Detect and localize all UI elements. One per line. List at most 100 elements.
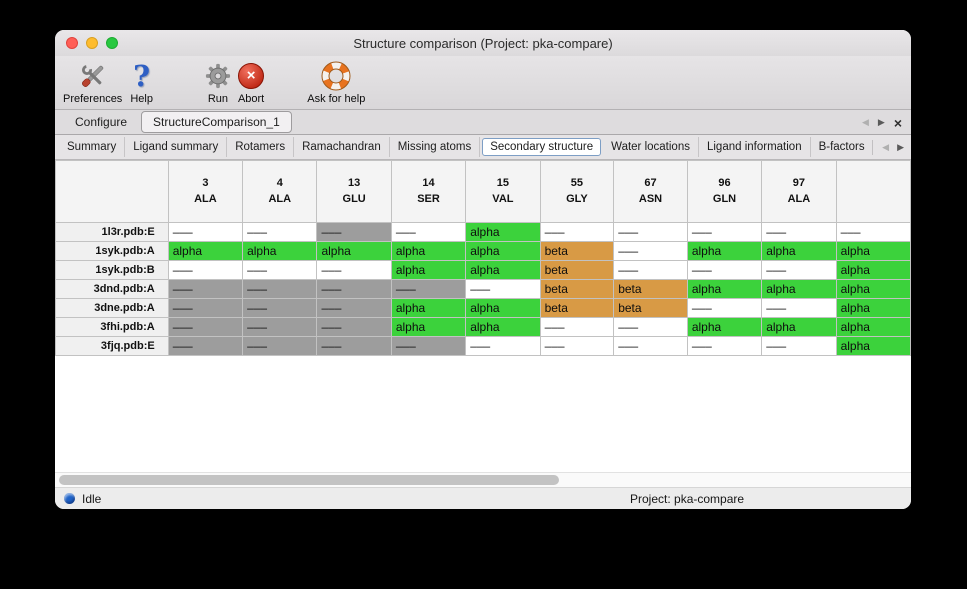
ss-cell-none[interactable]: –––	[686, 222, 763, 242]
ss-cell-none[interactable]: –––	[539, 336, 615, 356]
close-window-button[interactable]	[66, 37, 78, 49]
ss-cell-none[interactable]: –––	[539, 222, 615, 242]
ss-cell-alpha[interactable]: alpha	[390, 260, 467, 280]
ss-cell-alpha[interactable]: alpha	[761, 279, 837, 299]
row-label[interactable]: 3fjq.pdb:E	[55, 336, 169, 356]
help-button[interactable]: ? Help	[130, 59, 153, 106]
ss-cell-alpha[interactable]: alpha	[686, 279, 763, 299]
ss-cell-none[interactable]: –––	[390, 222, 467, 242]
subtab-scroll-right-icon[interactable]: ▶	[897, 142, 904, 152]
abort-button[interactable]: × Abort	[238, 59, 264, 105]
tab-configure[interactable]: Configure	[75, 115, 128, 129]
ss-cell-gray[interactable]: –––	[242, 279, 318, 299]
ss-cell-beta[interactable]: beta	[539, 260, 615, 280]
scrollbar-thumb[interactable]	[59, 475, 559, 485]
ss-cell-none[interactable]: –––	[613, 260, 688, 280]
ss-cell-beta[interactable]: beta	[539, 298, 615, 318]
row-label[interactable]: 1l3r.pdb:E	[55, 222, 169, 242]
ss-cell-gray[interactable]: –––	[242, 298, 318, 318]
ss-cell-none[interactable]: –––	[167, 260, 244, 280]
run-button[interactable]: Run	[205, 59, 231, 105]
ss-cell-alpha[interactable]: alpha	[167, 241, 244, 261]
ss-cell-alpha[interactable]: alpha	[835, 260, 911, 280]
ss-cell-alpha[interactable]: alpha	[390, 241, 467, 261]
ss-cell-alpha[interactable]: alpha	[835, 241, 911, 261]
ss-cell-none[interactable]: –––	[686, 260, 763, 280]
ss-cell-alpha[interactable]: alpha	[761, 241, 837, 261]
ss-cell-none[interactable]: –––	[686, 336, 763, 356]
ss-cell-alpha[interactable]: alpha	[835, 317, 911, 337]
ss-cell-none[interactable]: –––	[613, 317, 688, 337]
ss-cell-gray[interactable]: –––	[390, 336, 467, 356]
ss-cell-none[interactable]: –––	[761, 336, 837, 356]
titlebar[interactable]: Structure comparison (Project: pka-compa…	[55, 30, 911, 56]
ss-cell-gray[interactable]: –––	[167, 336, 244, 356]
subtab-water-locations[interactable]: Water locations	[603, 137, 699, 157]
ss-cell-alpha[interactable]: alpha	[761, 317, 837, 337]
ss-cell-alpha[interactable]: alpha	[835, 279, 911, 299]
row-label[interactable]: 1syk.pdb:A	[55, 241, 169, 261]
ss-cell-none[interactable]: –––	[686, 298, 763, 318]
subtab-summary[interactable]: Summary	[59, 137, 126, 157]
ss-cell-gray[interactable]: –––	[167, 279, 244, 299]
ss-cell-alpha[interactable]: alpha	[465, 317, 541, 337]
ss-cell-alpha[interactable]: alpha	[686, 241, 763, 261]
row-label[interactable]: 3fhi.pdb:A	[55, 317, 169, 337]
subtab-rotamers[interactable]: Rotamers	[227, 137, 295, 157]
subtab-scroll-left-icon[interactable]: ◀	[882, 142, 890, 152]
ss-cell-none[interactable]: –––	[613, 336, 688, 356]
ss-cell-gray[interactable]: –––	[390, 279, 467, 299]
ss-cell-beta[interactable]: beta	[613, 298, 688, 318]
preferences-button[interactable]: Preferences	[63, 59, 122, 105]
ss-cell-none[interactable]: –––	[761, 260, 837, 280]
ss-cell-alpha[interactable]: alpha	[465, 241, 541, 261]
subtab-b-factors[interactable]: B-factors	[811, 137, 865, 157]
ss-cell-none[interactable]: –––	[613, 241, 688, 261]
ss-cell-beta[interactable]: beta	[539, 241, 615, 261]
zoom-window-button[interactable]	[106, 37, 118, 49]
ss-cell-gray[interactable]: –––	[167, 317, 244, 337]
minimize-window-button[interactable]	[86, 37, 98, 49]
ss-cell-none[interactable]: –––	[167, 222, 244, 242]
row-label[interactable]: 1syk.pdb:B	[55, 260, 169, 280]
subtab-secondary-structure[interactable]: Secondary structure	[482, 138, 602, 156]
ss-cell-none[interactable]: –––	[465, 336, 541, 356]
ss-cell-none[interactable]: –––	[316, 260, 392, 280]
ss-cell-none[interactable]: –––	[613, 222, 688, 242]
horizontal-scrollbar[interactable]	[55, 472, 911, 488]
ss-cell-none[interactable]: –––	[539, 317, 615, 337]
row-label[interactable]: 3dne.pdb:A	[55, 298, 169, 318]
ss-cell-gray[interactable]: –––	[242, 336, 318, 356]
tab-scroll-right-icon[interactable]: ▶	[877, 117, 885, 127]
ss-cell-alpha[interactable]: alpha	[390, 317, 467, 337]
tab-scroll-left-icon[interactable]: ◀	[861, 117, 869, 127]
tab-close-icon[interactable]: ×	[893, 114, 902, 131]
tab-structurecomparison_1[interactable]: StructureComparison_1	[141, 111, 292, 133]
ss-cell-gray[interactable]: –––	[316, 298, 392, 318]
subtab-missing-atoms[interactable]: Missing atoms	[390, 137, 481, 157]
ss-cell-gray[interactable]: –––	[316, 222, 392, 242]
ss-cell-gray[interactable]: –––	[242, 317, 318, 337]
subtab-ligand-information[interactable]: Ligand information	[699, 137, 811, 157]
ss-cell-gray[interactable]: –––	[316, 279, 392, 299]
ss-cell-none[interactable]: –––	[761, 222, 837, 242]
row-label[interactable]: 3dnd.pdb:A	[55, 279, 169, 299]
ss-cell-gray[interactable]: –––	[316, 336, 392, 356]
ss-cell-alpha[interactable]: alpha	[316, 241, 392, 261]
ss-cell-none[interactable]: –––	[835, 222, 911, 242]
ss-cell-alpha[interactable]: alpha	[465, 298, 541, 318]
subtab-ligand-summary[interactable]: Ligand summary	[125, 137, 228, 157]
ss-cell-alpha[interactable]: alpha	[465, 260, 541, 280]
ss-cell-alpha[interactable]: alpha	[465, 222, 541, 242]
ss-cell-alpha[interactable]: alpha	[686, 317, 763, 337]
ss-cell-beta[interactable]: beta	[613, 279, 688, 299]
ss-cell-none[interactable]: –––	[242, 222, 318, 242]
subtab-ramachandran[interactable]: Ramachandran	[294, 137, 390, 157]
ss-cell-gray[interactable]: –––	[316, 317, 392, 337]
ss-cell-gray[interactable]: –––	[167, 298, 244, 318]
ss-cell-alpha[interactable]: alpha	[835, 336, 911, 356]
ss-cell-beta[interactable]: beta	[539, 279, 615, 299]
ss-cell-alpha[interactable]: alpha	[835, 298, 911, 318]
ss-cell-alpha[interactable]: alpha	[242, 241, 318, 261]
ask-for-help-button[interactable]: Ask for help	[307, 59, 365, 105]
